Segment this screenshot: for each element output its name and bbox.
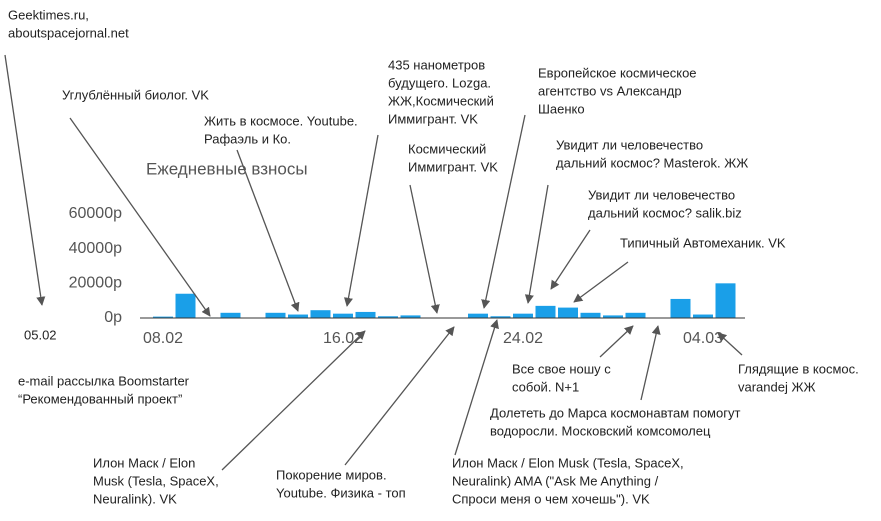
annotation-text: e-mail рассылка Boomstarter xyxy=(18,373,190,388)
annotation-text: Илон Маск / Elon xyxy=(93,455,195,470)
bar xyxy=(513,313,533,318)
bar xyxy=(265,312,286,318)
annotation-text: Все свое ношу с xyxy=(512,361,611,376)
bar xyxy=(603,315,623,318)
annotation-text: Иммигрант. VK xyxy=(388,111,478,126)
annotation-text: дальний космос? Masterok. ЖЖ xyxy=(556,155,748,170)
annotation-text: ЖЖ,Космический xyxy=(388,93,494,108)
annotation-text: дальний космос? salik.biz xyxy=(588,205,742,220)
annotation-text: Musk (Tesla, SpaceX, xyxy=(93,473,219,488)
annotation-text: Neuralink). VK xyxy=(93,491,177,506)
bar xyxy=(220,312,241,318)
annotation-text: Долететь до Марса космонавтам помогут xyxy=(490,405,740,420)
annotation-arrow xyxy=(481,114,526,309)
x-tick-label: 08.02 xyxy=(143,330,183,347)
annotation-text: 05.02 xyxy=(24,327,57,342)
annotation-text: агентство vs Александр xyxy=(538,83,682,98)
annotation-text: 435 нанометров xyxy=(388,57,485,72)
annotation-text: Типичный Автомеханик. VK xyxy=(620,235,786,250)
bar xyxy=(535,305,556,318)
annotation-text: Углублённый биолог. VK xyxy=(62,87,209,102)
bar xyxy=(355,311,376,318)
bar xyxy=(153,316,173,318)
bar xyxy=(715,283,736,318)
annotation-arrow xyxy=(717,332,743,356)
bar xyxy=(580,312,601,318)
x-tick-label: 24.02 xyxy=(503,330,543,347)
y-tick-label: 20000р xyxy=(69,275,122,292)
annotation-text: будущего. Lozga. xyxy=(388,75,491,90)
annotation-arrow xyxy=(454,319,499,456)
x-tick-label: 04.03 xyxy=(683,330,723,347)
annotation-text: Youtube. Физика - топ xyxy=(276,485,406,500)
annotation-text: собой. N+1 xyxy=(512,379,579,394)
y-tick-label: 0р xyxy=(104,309,122,326)
annotation-arrow xyxy=(599,325,634,358)
annotation-text: Илон Маск / Elon Musk (Tesla, SpaceX, xyxy=(452,455,684,470)
annotation-arrow xyxy=(524,184,549,304)
annotation-text: Шаенко xyxy=(538,101,585,116)
annotation-arrow xyxy=(573,261,629,303)
annotation-text: Глядящие в космос. xyxy=(738,361,859,376)
y-tick-label: 40000р xyxy=(69,240,122,257)
annotation-text: aboutspacejornal.net xyxy=(8,25,129,40)
bar xyxy=(468,313,488,318)
annotation-arrow xyxy=(640,325,661,401)
annotation-text: Geektimes.ru, xyxy=(8,7,89,22)
annotation-text: Иммигрант. VK xyxy=(408,159,498,174)
annotation-text: Покорение миров. xyxy=(276,467,387,482)
y-tick-label: 60000р xyxy=(69,205,122,222)
annotation-arrow xyxy=(4,54,46,306)
annotation-text: “Рекомендованный проект” xyxy=(18,391,182,406)
annotation-text: Космический xyxy=(408,141,486,156)
annotation-text: Европейское космическое xyxy=(538,65,697,80)
annotation-text: Neuralink) AMA ("Ask Me Anything / xyxy=(452,473,659,488)
bar xyxy=(288,314,308,318)
annotation-arrow xyxy=(69,117,211,317)
annotation-arrow xyxy=(221,330,366,471)
bar xyxy=(400,315,421,318)
annotation-arrow xyxy=(343,134,379,307)
bar xyxy=(558,307,578,318)
annotation-text: водоросли. Московский комсомолец xyxy=(490,423,711,438)
annotation-text: Рафаэль и Ко. xyxy=(204,131,291,146)
bar xyxy=(625,312,646,318)
bar xyxy=(378,316,398,318)
bar xyxy=(693,314,713,318)
chart-title: Ежедневные взносы xyxy=(146,159,308,178)
annotation-arrow xyxy=(344,326,455,466)
bar xyxy=(175,293,196,318)
annotation-arrow xyxy=(550,229,591,290)
bar xyxy=(490,316,511,318)
bar xyxy=(333,313,353,318)
bar xyxy=(670,298,691,318)
annotation-arrow xyxy=(409,184,440,314)
bar xyxy=(310,310,331,318)
annotation-text: Спроси меня о чем хочешь"). VK xyxy=(452,491,650,506)
annotation-arrow xyxy=(236,149,300,312)
annotation-text: Увидит ли человечество xyxy=(556,137,703,152)
annotation-text: Жить в космосе. Youtube. xyxy=(204,113,358,128)
annotation-text: Увидит ли человечество xyxy=(588,187,735,202)
annotation-text: varandej ЖЖ xyxy=(738,379,816,394)
